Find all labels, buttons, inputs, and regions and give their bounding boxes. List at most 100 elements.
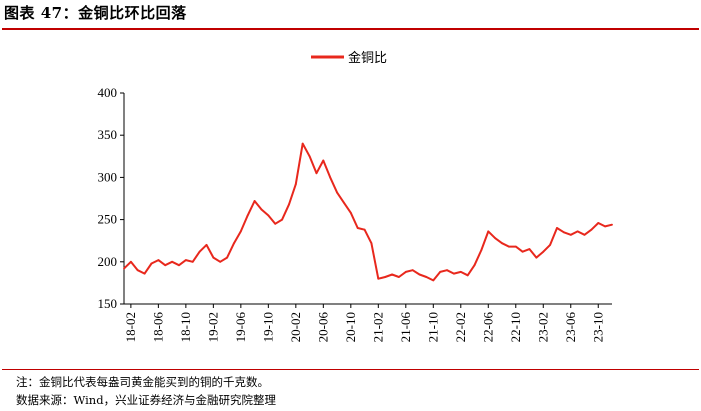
data-point — [487, 230, 490, 233]
data-point — [542, 250, 545, 253]
data-point — [425, 276, 428, 278]
data-point — [205, 244, 208, 246]
x-tick-label: 19-06 — [233, 312, 248, 343]
x-tick-label: 20-02 — [288, 312, 303, 342]
data-point — [301, 142, 304, 145]
data-point — [164, 264, 167, 267]
data-point — [363, 228, 366, 231]
data-point — [219, 260, 222, 263]
x-tick-label: 19-10 — [260, 312, 275, 342]
data-point — [569, 233, 572, 236]
x-tick-label: 18-02 — [123, 312, 138, 342]
data-point — [226, 256, 229, 259]
data-point — [136, 269, 139, 272]
data-point — [274, 222, 277, 225]
line-chart: 金铜比 150 200 250 300 350 400 18-02 18-06 18-10 19… — [98, 50, 613, 343]
data-point — [191, 260, 194, 263]
data-point — [171, 260, 174, 263]
data-source: 数据来源：Wind，兴业证券经济与金融研究院整理 — [16, 393, 277, 407]
data-point — [508, 245, 510, 248]
data-point — [384, 276, 387, 278]
data-point — [349, 211, 352, 214]
data-point — [356, 227, 359, 229]
data-point — [466, 274, 469, 277]
title-divider — [2, 28, 699, 30]
data-point — [336, 191, 338, 194]
data-point — [185, 259, 187, 261]
data-point — [563, 231, 565, 234]
data-point — [453, 272, 455, 275]
plot-area — [123, 142, 613, 282]
data-point — [267, 214, 270, 217]
data-point — [315, 172, 318, 175]
data-point — [288, 203, 290, 206]
x-tick-label: 23-06 — [563, 312, 578, 343]
data-point — [418, 273, 421, 276]
data-point — [143, 272, 146, 275]
data-point — [535, 256, 538, 259]
data-point — [411, 269, 414, 272]
data-point — [377, 277, 380, 280]
data-point — [528, 248, 531, 251]
legend: 金铜比 — [311, 50, 387, 66]
x-tick-label: 18-06 — [150, 312, 165, 343]
data-point — [281, 218, 283, 221]
data-point — [157, 259, 160, 261]
data-point — [370, 242, 373, 245]
y-axis: 150 200 250 300 350 400 — [98, 85, 125, 311]
data-point — [322, 159, 325, 162]
data-point — [446, 269, 448, 272]
x-tick-label: 21-10 — [425, 312, 440, 342]
x-tick-label: 23-02 — [535, 312, 550, 342]
data-point — [590, 228, 593, 231]
data-point — [398, 276, 400, 278]
data-point — [459, 271, 462, 273]
data-point — [404, 271, 407, 273]
data-point — [260, 208, 263, 211]
data-point — [583, 233, 586, 236]
data-point — [123, 267, 125, 270]
y-tick-label: 150 — [98, 296, 118, 311]
data-point — [239, 230, 242, 233]
chart-title: 图表 47：金铜比环比回落 — [4, 4, 187, 22]
x-axis: 18-02 18-06 18-10 19-02 19-06 19-10 20-02 20-06… — [123, 303, 612, 343]
y-tick-label: 300 — [98, 169, 118, 184]
data-point — [514, 245, 517, 248]
data-point — [576, 230, 579, 233]
data-point — [130, 260, 132, 263]
data-point — [611, 223, 613, 226]
x-tick-label: 21-06 — [398, 312, 413, 343]
x-tick-label: 23-10 — [590, 312, 605, 342]
x-tick-label: 22-10 — [508, 312, 523, 342]
data-point — [439, 271, 442, 273]
data-point — [556, 227, 558, 229]
x-tick-label: 18-10 — [178, 312, 193, 342]
data-point — [198, 250, 201, 253]
data-point — [329, 176, 332, 179]
x-tick-label: 20-10 — [343, 312, 358, 342]
data-point — [253, 200, 256, 202]
data-point — [246, 214, 249, 217]
y-tick-label: 350 — [98, 127, 118, 142]
y-tick-label: 400 — [98, 85, 118, 100]
x-tick-label: 20-06 — [315, 312, 330, 343]
series-line-gold-copper-ratio — [123, 142, 613, 282]
data-point — [294, 183, 297, 186]
x-tick-label: 21-02 — [370, 312, 385, 342]
data-point — [391, 273, 393, 276]
footnote: 注：金铜比代表每盎司黄金能买到的铜的千克数。 — [16, 375, 269, 389]
data-point — [178, 264, 180, 267]
y-tick-label: 200 — [98, 254, 118, 269]
data-point — [343, 201, 345, 204]
data-point — [480, 249, 483, 251]
data-point — [604, 225, 606, 228]
data-point — [521, 250, 524, 253]
data-point — [597, 222, 600, 224]
x-tick-label: 22-06 — [480, 312, 495, 343]
x-tick-label: 22-02 — [453, 312, 468, 342]
x-tick-label: 19-02 — [205, 312, 220, 342]
data-point — [549, 244, 551, 246]
data-point — [233, 242, 235, 245]
data-point — [501, 242, 503, 245]
data-point — [473, 264, 476, 267]
